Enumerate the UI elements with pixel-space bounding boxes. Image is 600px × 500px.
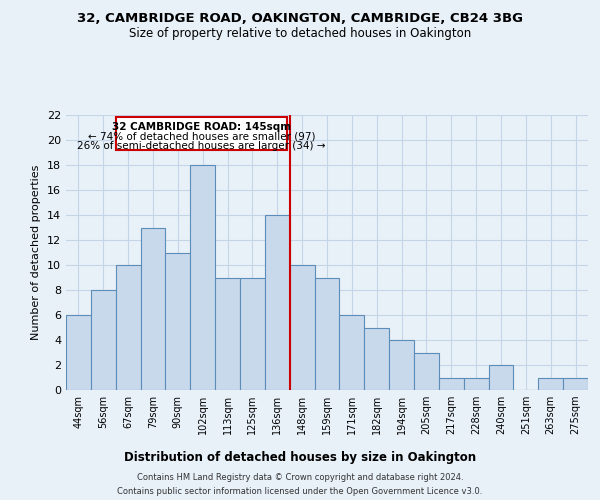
- Bar: [116, 265, 140, 390]
- Text: ← 74% of detached houses are smaller (97): ← 74% of detached houses are smaller (97…: [88, 131, 315, 141]
- Text: Contains HM Land Registry data © Crown copyright and database right 2024.: Contains HM Land Registry data © Crown c…: [137, 473, 463, 482]
- Bar: [140, 228, 166, 390]
- Bar: [389, 340, 414, 390]
- Bar: [240, 278, 265, 390]
- Bar: [116, 118, 287, 150]
- Text: Distribution of detached houses by size in Oakington: Distribution of detached houses by size …: [124, 451, 476, 464]
- Bar: [190, 165, 215, 390]
- Y-axis label: Number of detached properties: Number of detached properties: [31, 165, 41, 340]
- Bar: [414, 352, 439, 390]
- Text: 32 CAMBRIDGE ROAD: 145sqm: 32 CAMBRIDGE ROAD: 145sqm: [112, 122, 291, 132]
- Text: 32, CAMBRIDGE ROAD, OAKINGTON, CAMBRIDGE, CB24 3BG: 32, CAMBRIDGE ROAD, OAKINGTON, CAMBRIDGE…: [77, 12, 523, 26]
- Bar: [364, 328, 389, 390]
- Bar: [464, 378, 488, 390]
- Bar: [290, 265, 314, 390]
- Text: 26% of semi-detached houses are larger (34) →: 26% of semi-detached houses are larger (…: [77, 141, 326, 151]
- Bar: [215, 278, 240, 390]
- Bar: [538, 378, 563, 390]
- Bar: [340, 315, 364, 390]
- Bar: [488, 365, 514, 390]
- Bar: [166, 252, 190, 390]
- Text: Size of property relative to detached houses in Oakington: Size of property relative to detached ho…: [129, 28, 471, 40]
- Bar: [563, 378, 588, 390]
- Bar: [91, 290, 116, 390]
- Bar: [439, 378, 464, 390]
- Text: Contains public sector information licensed under the Open Government Licence v3: Contains public sector information licen…: [118, 486, 482, 496]
- Bar: [265, 215, 290, 390]
- Bar: [314, 278, 340, 390]
- Bar: [66, 315, 91, 390]
